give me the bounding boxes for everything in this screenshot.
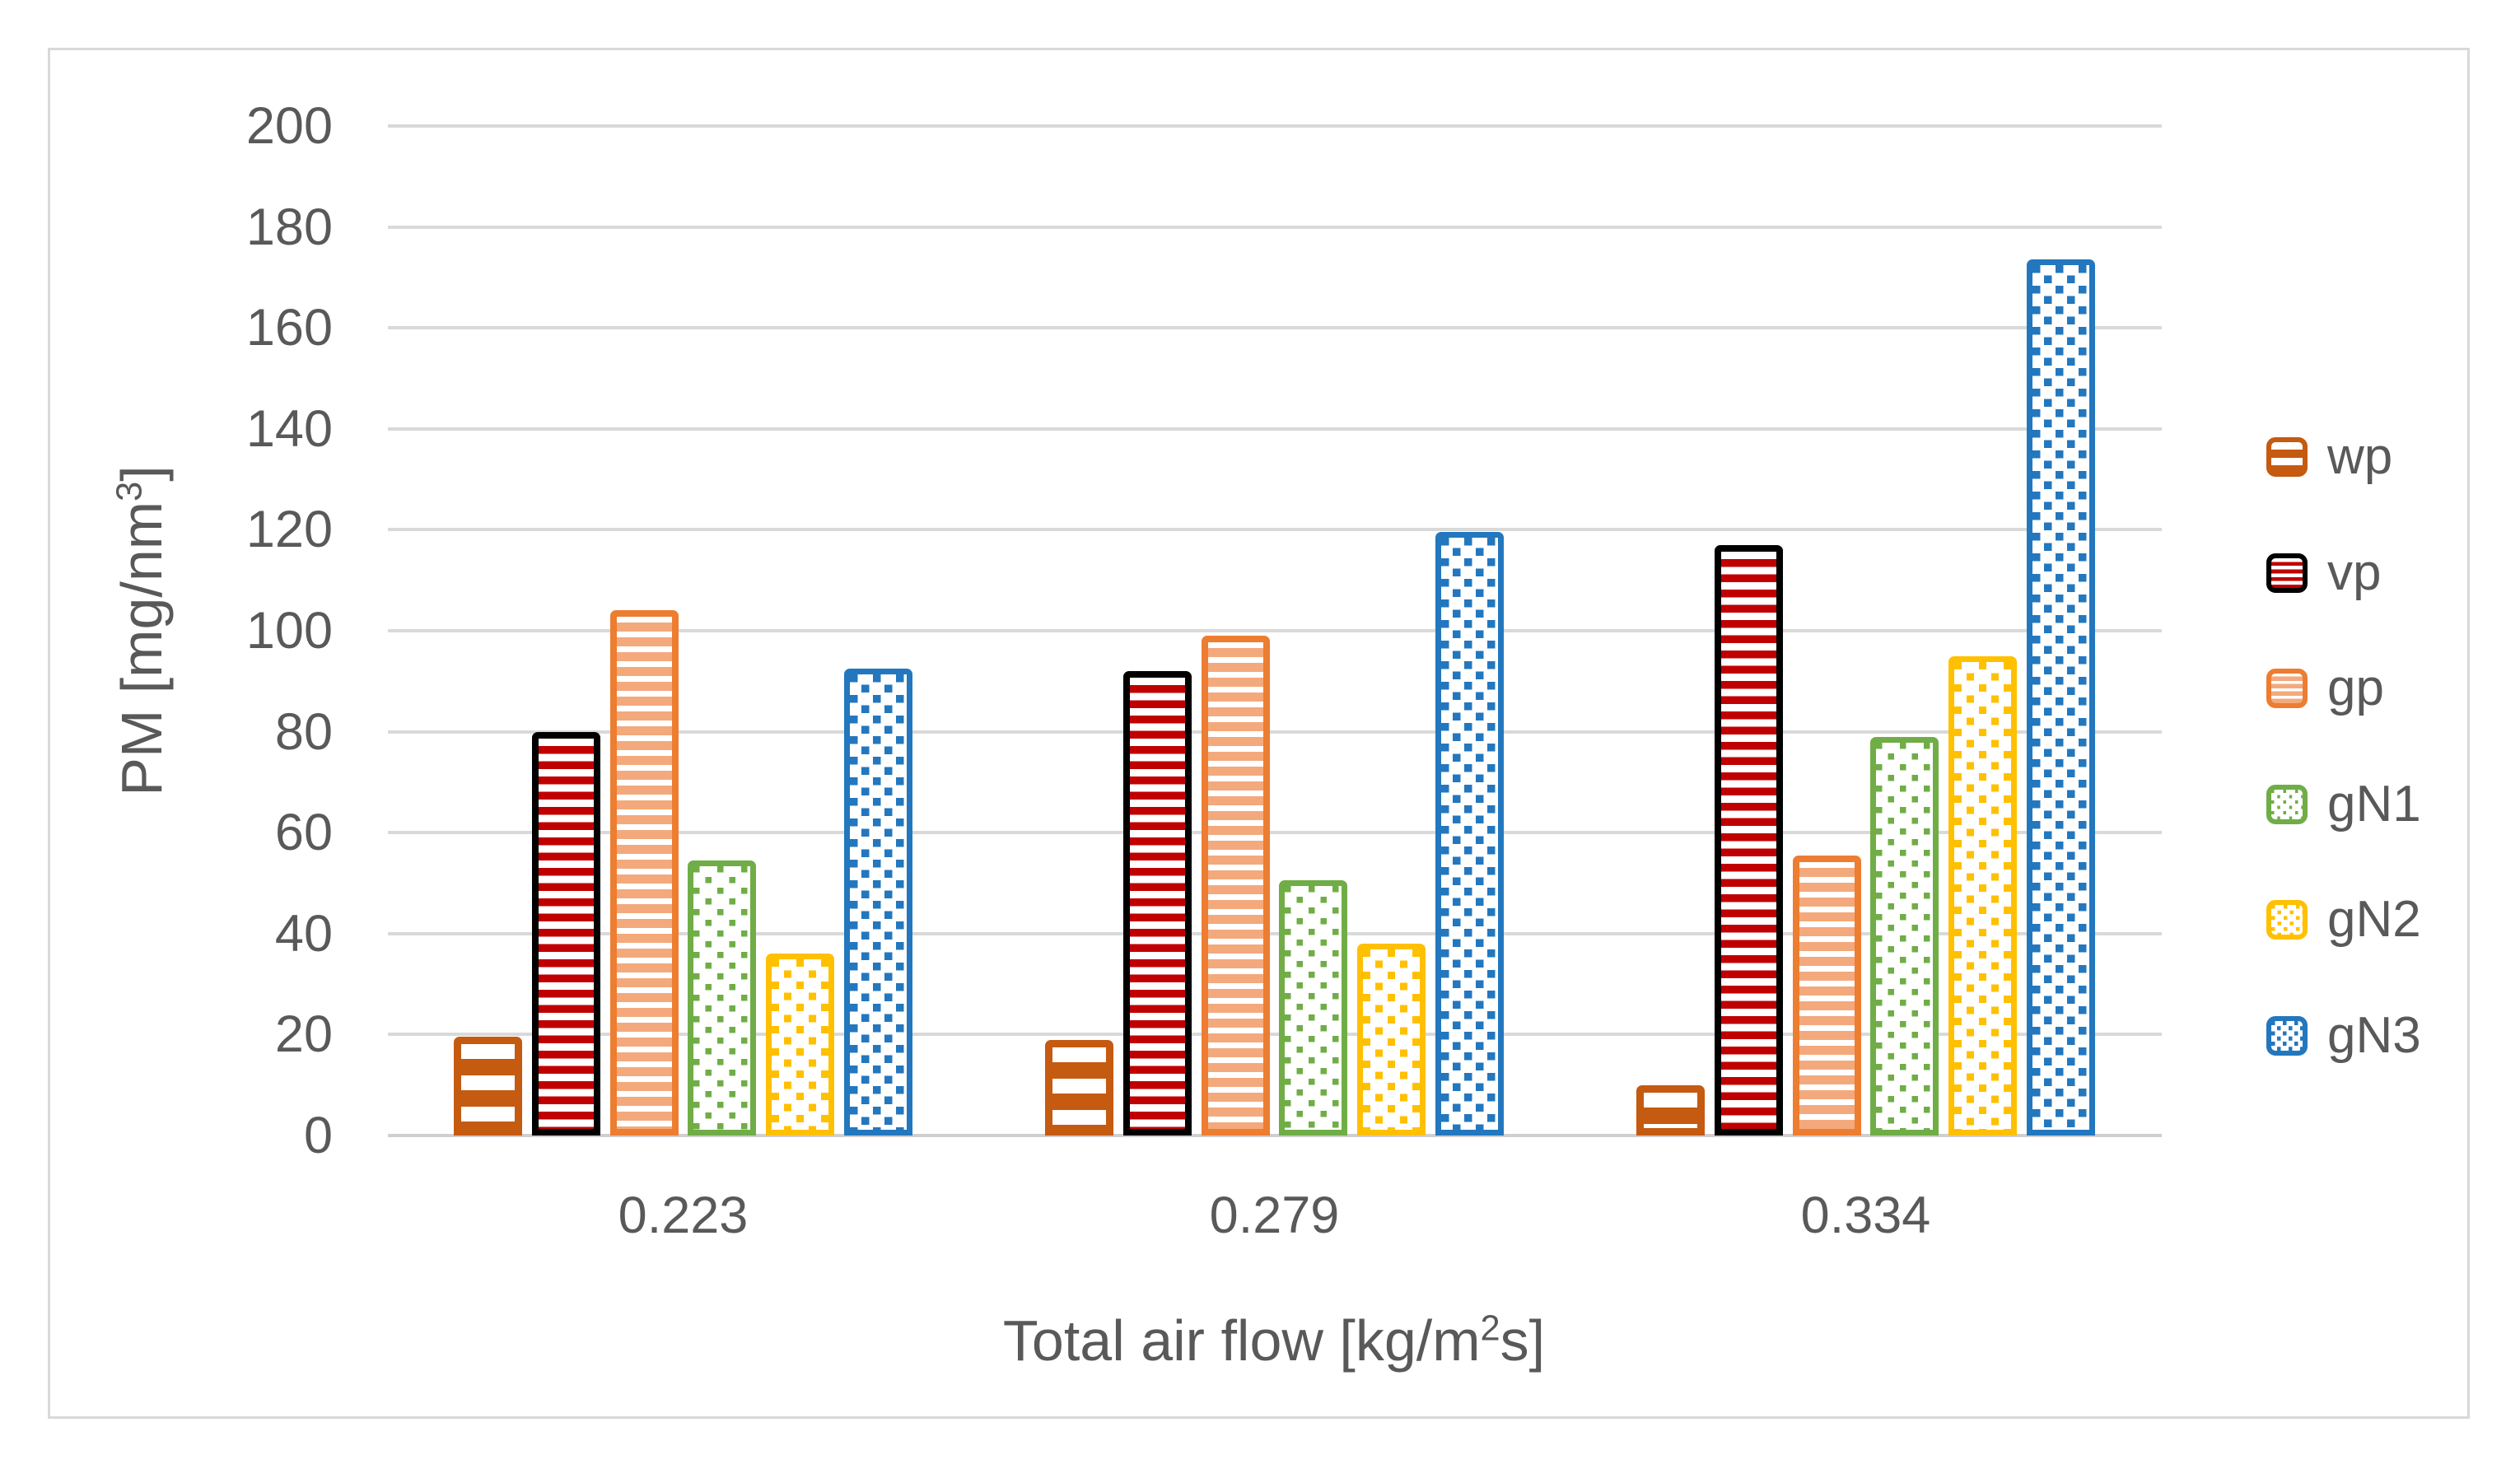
x-axis-title: Total air flow [kg/m2s]: [862, 1308, 1686, 1373]
gridline: [387, 730, 2162, 734]
y-tick-label: 100: [245, 602, 333, 660]
x-category-label: 0.279: [1209, 1187, 1340, 1244]
gridline: [387, 1033, 2162, 1037]
bar-vp-0.334: [1714, 544, 1783, 1136]
y-tick-label: 180: [245, 198, 333, 256]
legend-swatch-gN3: [2266, 1015, 2308, 1056]
y-axis-title-text: PM [mg/nm: [110, 501, 174, 796]
bar-gN3-0.334: [2027, 259, 2095, 1136]
legend-label-gp: gp: [2327, 660, 2384, 716]
y-tick-label: 140: [245, 399, 333, 458]
gridline: [387, 528, 2162, 532]
bar-vp-0.223: [531, 731, 600, 1136]
bar-wp-0.334: [1636, 1084, 1705, 1136]
y-tick-label: 160: [245, 299, 333, 357]
y-axis-title-close: ]: [110, 465, 174, 482]
legend-swatch-vp: [2266, 553, 2308, 593]
legend-swatch-gN1: [2266, 784, 2308, 824]
bar-gN1-0.334: [1870, 736, 1939, 1136]
bar-gN3-0.279: [1435, 532, 1504, 1136]
gridline: [387, 427, 2162, 431]
x-axis-title-text: Total air flow [kg/m: [1002, 1308, 1481, 1373]
y-tick-label: 200: [245, 97, 333, 155]
bar-gp-0.334: [1792, 855, 1861, 1136]
x-category-label: 0.223: [618, 1187, 749, 1244]
y-tick-label: 40: [274, 904, 333, 963]
gridline: [387, 931, 2162, 935]
y-tick-label: 80: [274, 702, 333, 761]
y-tick-label: 120: [245, 501, 333, 559]
gridline: [387, 831, 2162, 835]
x-axis-title-close: s]: [1500, 1308, 1546, 1373]
bar-gN2-0.223: [766, 954, 835, 1136]
legend-label-vp: vp: [2327, 543, 2382, 601]
bar-vp-0.279: [1122, 671, 1192, 1136]
gridline: [387, 124, 2162, 128]
x-axis-baseline: [387, 1134, 2162, 1137]
y-axis-title-superscript: 3: [110, 481, 150, 501]
legend-swatch-wp: [2266, 437, 2308, 477]
bar-wp-0.223: [454, 1037, 522, 1136]
bar-gp-0.279: [1201, 636, 1270, 1136]
legend-label-gN3: gN3: [2327, 1006, 2421, 1064]
legend-label-gN1: gN1: [2327, 775, 2421, 832]
y-axis-title: PM [mg/nm3]: [92, 219, 191, 1042]
bar-gp-0.223: [609, 610, 679, 1136]
y-tick-label: 60: [274, 804, 333, 862]
y-tick-label: 0: [303, 1107, 333, 1164]
legend-label-wp: wp: [2327, 428, 2393, 485]
bar-gN2-0.334: [1948, 655, 2018, 1136]
bar-gN1-0.279: [1279, 880, 1348, 1136]
gridline: [387, 629, 2162, 632]
gridline: [387, 326, 2162, 330]
y-tick-label: 20: [274, 1005, 333, 1064]
bar-wp-0.279: [1045, 1039, 1113, 1136]
bar-gN2-0.279: [1357, 944, 1426, 1136]
bar-gN1-0.223: [688, 860, 757, 1136]
x-category-label: 0.334: [1800, 1187, 1931, 1244]
bar-gN3-0.223: [844, 668, 912, 1136]
gridline: [387, 225, 2162, 229]
x-axis-title-superscript: 2: [1480, 1308, 1500, 1349]
legend-swatch-gp: [2266, 669, 2308, 708]
legend-label-gN2: gN2: [2327, 891, 2421, 948]
legend-swatch-gN2: [2266, 900, 2308, 940]
